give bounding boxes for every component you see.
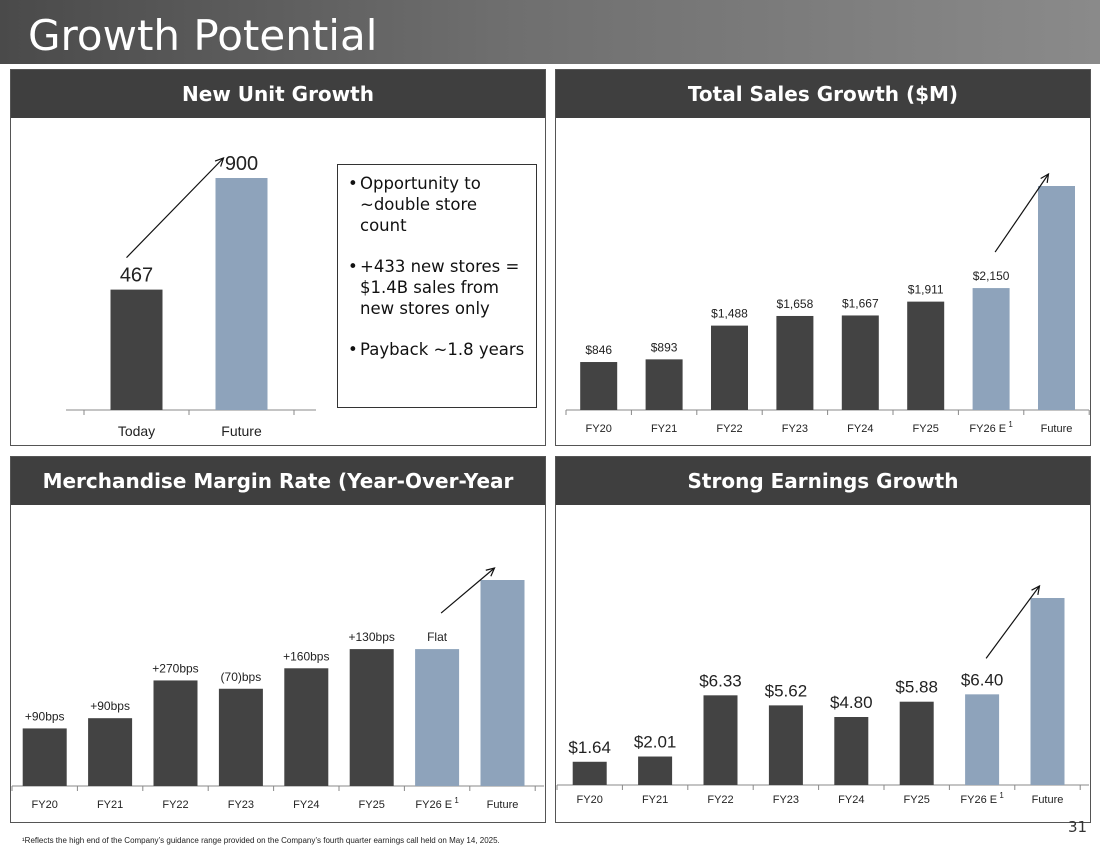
bar-fy26-e xyxy=(965,694,1000,785)
data-label: Flat xyxy=(427,630,448,644)
category-label: FY20 xyxy=(32,799,58,811)
bar-future xyxy=(480,580,525,786)
data-label: 467 xyxy=(120,265,153,287)
category-label: FY25 xyxy=(904,794,930,806)
bar-fy20 xyxy=(22,728,67,786)
category-label: FY23 xyxy=(773,794,799,806)
data-label: $1,911 xyxy=(908,283,944,297)
category-label: Future xyxy=(221,423,262,439)
bar-today xyxy=(110,289,163,410)
data-label: $893 xyxy=(651,340,678,354)
bar-fy25 xyxy=(899,701,934,785)
bar-fy23 xyxy=(218,688,263,786)
bar-fy25 xyxy=(349,649,394,786)
category-label: FY21 xyxy=(642,794,668,806)
earnings-growth-panel: Strong Earnings Growth $1.64 FY20 $2.01 FY2… xyxy=(555,456,1091,823)
bar-fy24 xyxy=(841,315,879,410)
category-label: Today xyxy=(118,423,155,439)
category-label: Future xyxy=(1041,423,1073,435)
growth-arrow xyxy=(985,584,1041,659)
page-title: Growth Potential xyxy=(28,11,378,60)
bullet-item: Payback ~1.8 years xyxy=(348,339,528,360)
growth-arrow xyxy=(126,157,225,259)
category-label: FY20 xyxy=(586,423,612,435)
bar-future xyxy=(215,178,268,410)
category-label: FY23 xyxy=(228,799,254,811)
category-label: FY22 xyxy=(162,799,188,811)
page-number: 31 xyxy=(1068,818,1088,836)
total-sales-growth-panel: Total Sales Growth ($M) $846 FY20 $893 FY21… xyxy=(555,69,1091,446)
data-label: $4.80 xyxy=(830,693,873,712)
bar-fy22 xyxy=(711,325,748,410)
bar-fy21 xyxy=(638,756,673,785)
data-label: 900 xyxy=(225,153,258,175)
bar-fy23 xyxy=(776,315,814,410)
data-label: +130bps xyxy=(349,630,395,644)
category-label: FY26 E 1 xyxy=(415,796,459,811)
panel-header-total-sales: Total Sales Growth ($M) xyxy=(556,70,1090,118)
data-label: $1,488 xyxy=(711,307,748,321)
data-label: +90bps xyxy=(90,699,130,713)
data-label: $5.62 xyxy=(765,681,808,700)
bar-fy23 xyxy=(768,705,803,785)
bar-fy20 xyxy=(572,761,607,785)
category-label: FY22 xyxy=(716,423,742,435)
total-sales-chart: $846 FY20 $893 FY21 $1,488 FY22 $1,658 FY23 $1,6… xyxy=(565,172,1090,435)
category-label: FY21 xyxy=(97,799,123,811)
category-label: FY25 xyxy=(913,423,939,435)
bar-future xyxy=(1030,598,1065,785)
growth-arrow xyxy=(440,567,496,614)
bar-fy25 xyxy=(907,301,945,410)
merchandise-margin-chart: +90bps FY20 +90bps FY21 +270bps FY22 (70)bps FY… xyxy=(11,567,544,811)
bar-fy21 xyxy=(88,718,133,786)
bar-fy26-e xyxy=(415,649,460,786)
bar-fy24 xyxy=(834,717,869,785)
data-label: $6.33 xyxy=(699,671,742,690)
growth-arrow xyxy=(994,172,1050,253)
bar-fy22 xyxy=(153,680,198,786)
bar-fy22 xyxy=(703,695,738,785)
category-label: Future xyxy=(487,799,519,811)
bar-fy26-e xyxy=(972,288,1010,410)
footnote: ¹Reflects the high end of the Company’s … xyxy=(22,836,500,845)
bar-fy24 xyxy=(284,668,329,786)
data-label: $6.40 xyxy=(961,670,1004,689)
category-label: Future xyxy=(1032,794,1064,806)
panel-header-earnings-growth: Strong Earnings Growth xyxy=(556,457,1090,505)
data-label: $1.64 xyxy=(568,738,611,757)
bar-fy21 xyxy=(645,359,683,410)
category-label: FY26 E 1 xyxy=(960,791,1004,806)
data-label: +160bps xyxy=(283,649,329,663)
data-label: $2,150 xyxy=(973,269,1010,283)
growth-bullets-box: Opportunity to ~double store count +433 … xyxy=(337,164,537,408)
data-label: $5.88 xyxy=(895,678,938,697)
category-label: FY24 xyxy=(847,423,873,435)
title-bar: Growth Potential xyxy=(0,0,1100,64)
category-label: FY24 xyxy=(293,799,319,811)
bullet-item: Opportunity to ~double store count xyxy=(348,173,528,236)
data-label: +90bps xyxy=(25,709,65,723)
data-label: $1,658 xyxy=(777,297,814,311)
category-label: FY22 xyxy=(707,794,733,806)
merchandise-margin-panel: Merchandise Margin Rate (Year-Over-Year … xyxy=(10,456,546,823)
category-label: FY24 xyxy=(838,794,864,806)
panel-header-merchandise-margin: Merchandise Margin Rate (Year-Over-Year … xyxy=(11,457,545,541)
data-label: +270bps xyxy=(152,661,198,675)
bullet-item: +433 new stores = $1.4B sales from new s… xyxy=(348,256,528,319)
panel-header-new-unit-growth: New Unit Growth xyxy=(11,70,545,118)
data-label: (70)bps xyxy=(221,670,262,684)
data-label: $1,667 xyxy=(842,296,879,310)
earnings-growth-chart: $1.64 FY20 $2.01 FY21 $6.33 FY22 $5.62 FY23 $4.8… xyxy=(556,584,1089,806)
data-label: $846 xyxy=(585,343,612,357)
category-label: FY21 xyxy=(651,423,677,435)
bar-fy20 xyxy=(580,362,618,410)
category-label: FY26 E 1 xyxy=(969,420,1013,435)
data-label: $2.01 xyxy=(634,733,677,752)
new-unit-growth-chart: 467 Today 900 Future xyxy=(66,153,316,439)
bar-future xyxy=(1038,186,1075,410)
category-label: FY20 xyxy=(577,794,603,806)
category-label: FY25 xyxy=(359,799,385,811)
category-label: FY23 xyxy=(782,423,808,435)
